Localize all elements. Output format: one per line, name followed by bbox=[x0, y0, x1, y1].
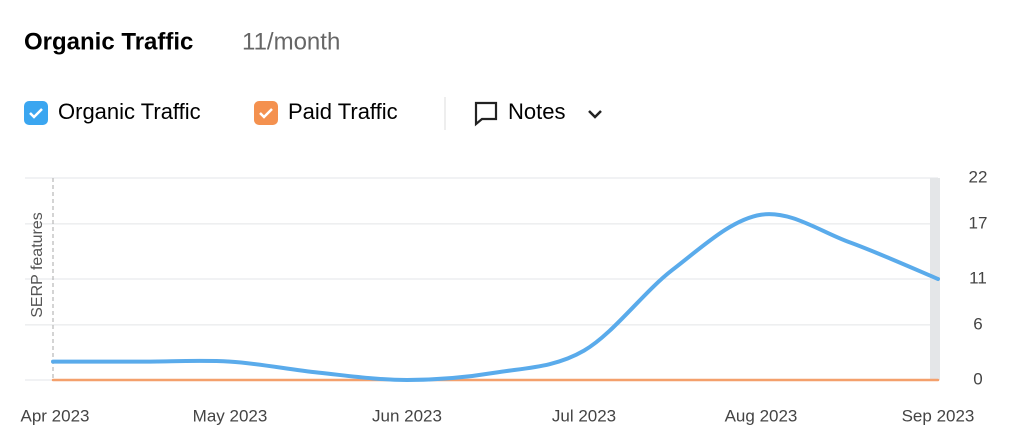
y-tick-label: 17 bbox=[969, 213, 988, 232]
x-tick-label: Jun 2023 bbox=[372, 406, 442, 425]
annotation-label: SERP features bbox=[29, 212, 46, 318]
x-tick-label: Sep 2023 bbox=[902, 406, 975, 425]
legend-label[interactable]: Paid Traffic bbox=[288, 99, 398, 124]
check-icon bbox=[29, 108, 43, 119]
y-tick-label: 11 bbox=[969, 268, 987, 287]
y-tick-label: 6 bbox=[973, 314, 982, 333]
check-icon bbox=[259, 108, 273, 119]
notes-icon[interactable] bbox=[474, 101, 498, 127]
x-tick-label: Jul 2023 bbox=[552, 406, 616, 425]
title: Organic Traffic bbox=[24, 28, 193, 55]
subtitle: 11/month bbox=[242, 28, 340, 55]
dropdown-icon[interactable] bbox=[588, 110, 602, 119]
checkbox-paid[interactable] bbox=[254, 101, 278, 125]
x-tick-label: May 2023 bbox=[193, 406, 268, 425]
series-line bbox=[51, 212, 940, 383]
x-tick-label: Aug 2023 bbox=[725, 406, 798, 425]
notes-button[interactable]: Notes bbox=[508, 99, 565, 124]
checkbox-organic[interactable] bbox=[24, 101, 48, 125]
legend-label[interactable]: Organic Traffic bbox=[58, 99, 201, 124]
y-tick-label: 0 bbox=[973, 369, 982, 388]
y-tick-label: 22 bbox=[969, 167, 988, 186]
x-tick-label: Apr 2023 bbox=[21, 406, 90, 425]
